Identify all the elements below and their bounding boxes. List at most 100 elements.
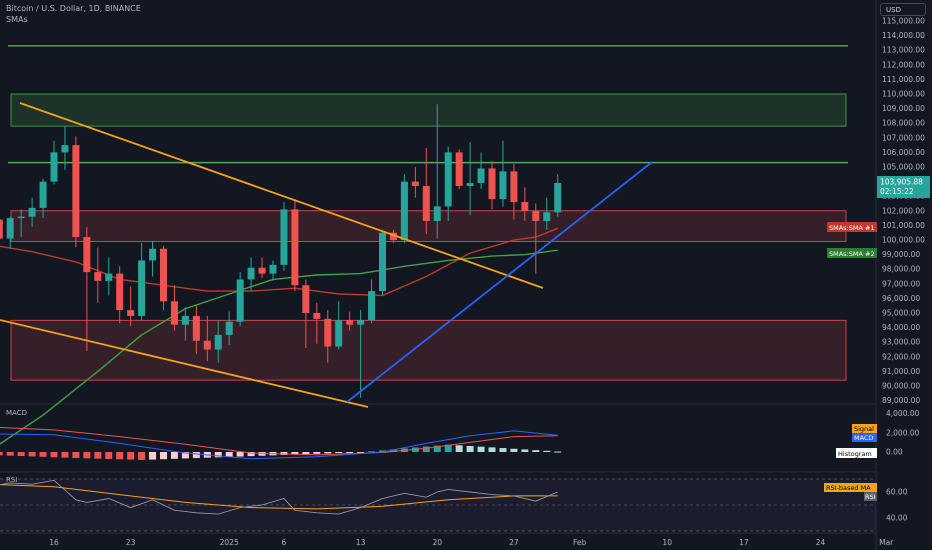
macd-histogram-bar [389, 449, 397, 452]
macd-histogram-bar [433, 445, 441, 452]
macd-tag-label: MACD [854, 434, 873, 442]
macd-histogram-bar [50, 452, 58, 458]
candle-body [379, 232, 386, 292]
candle [335, 301, 343, 350]
candle-body [357, 320, 365, 325]
candle-body [411, 181, 419, 186]
macd-histogram-bar [346, 452, 354, 453]
candle-body [94, 272, 102, 281]
time-tick-label: 17 [739, 538, 749, 547]
candle-body [400, 181, 408, 240]
price-tick-label: 102,000.00 [882, 206, 925, 215]
candle [510, 164, 518, 220]
macd-signal-line [0, 427, 558, 456]
candle-body [6, 218, 14, 239]
candle [455, 149, 463, 189]
macd-histogram-bar [181, 452, 189, 459]
descending-trendline-upper [19, 102, 544, 289]
macd-histogram-bar [0, 452, 3, 456]
candle [379, 229, 386, 296]
price-tick-label: 105,000.00 [882, 163, 925, 172]
price-tick-label: 96,000.00 [882, 294, 920, 303]
candle [6, 216, 14, 249]
macd-histogram-bar [532, 450, 540, 452]
candle-body [466, 183, 474, 186]
time-tick-label: 10 [662, 538, 672, 547]
candle-body [39, 181, 47, 208]
macd-histogram-bar [247, 452, 255, 457]
price-tick-label: 95,000.00 [882, 309, 920, 318]
candle-body [138, 260, 146, 316]
price-tick-label: 107,000.00 [882, 133, 925, 142]
time-tick-label: 24 [816, 538, 826, 547]
candle-body [247, 267, 255, 280]
macd-histogram-bar [543, 450, 551, 452]
macd-histogram-bar [379, 450, 386, 452]
macd-histogram-bar [61, 452, 69, 458]
candle [181, 307, 189, 341]
candle [94, 247, 102, 303]
candle [477, 152, 485, 189]
candle-body [422, 185, 430, 222]
candle-body [72, 145, 80, 238]
sma2-tag-label: SMAs:SMA #2 [829, 250, 875, 258]
candle [466, 142, 474, 216]
histogram-tag [836, 448, 877, 458]
symbol-title: Bitcoin / U.S. Dollar, 1D, BINANCE [6, 4, 141, 13]
candle-body [225, 321, 233, 335]
signal-tag-label: Signal [854, 425, 874, 433]
macd-histogram-bar [444, 444, 452, 452]
candle-body [554, 182, 562, 213]
sma2-tag [827, 248, 877, 258]
macd-histogram-bar [116, 452, 124, 460]
candle-body [116, 273, 124, 311]
candle [105, 257, 113, 296]
candle-body [280, 209, 288, 265]
price-tick-label: 99,000.00 [882, 250, 920, 259]
macd-histogram-bar [422, 446, 430, 452]
time-tick-label: 13 [356, 538, 366, 547]
last-price-tag [877, 175, 930, 198]
candle [302, 279, 310, 349]
candle [236, 272, 244, 327]
candle [532, 203, 540, 274]
candle-body [346, 320, 354, 325]
candle [83, 226, 91, 351]
candle-body [160, 248, 167, 302]
rsi-pane-label[interactable]: RSI [6, 476, 18, 484]
candle [269, 260, 277, 281]
currency-button[interactable]: USD [880, 3, 926, 16]
candle [488, 161, 496, 210]
price-tick-label: 113,000.00 [882, 46, 925, 55]
candle-body [532, 210, 540, 222]
candle-body [0, 219, 3, 239]
macd-tag [852, 433, 877, 442]
candle [400, 174, 408, 243]
last-price-value: 103,905.88 [880, 177, 923, 186]
candle-body [324, 318, 332, 347]
macd-histogram-bar [192, 452, 200, 459]
macd-histogram-bar [28, 452, 36, 457]
indicator-label[interactable]: SMAs [6, 15, 28, 24]
candle [543, 197, 551, 230]
candle-body [444, 152, 452, 207]
time-tick-label: 2025 [220, 538, 239, 547]
rsi-ma-tag [824, 483, 877, 492]
candle-body [192, 315, 200, 341]
time-tick-label: Mar [879, 538, 894, 547]
candle-body [28, 207, 36, 217]
time-tick-label: 16 [49, 538, 59, 547]
support-zone [10, 319, 847, 381]
macd-tick-label: 2,000.00 [886, 428, 920, 437]
rsi-line [0, 479, 558, 515]
macd-histogram-bar [324, 452, 332, 454]
candle [324, 310, 332, 363]
candle-body [389, 232, 397, 240]
candle [444, 146, 452, 222]
candle [149, 241, 157, 277]
candle-body [313, 313, 321, 319]
candle-body [236, 279, 244, 322]
candle [521, 187, 529, 222]
macd-pane-label[interactable]: MACD [6, 409, 27, 417]
